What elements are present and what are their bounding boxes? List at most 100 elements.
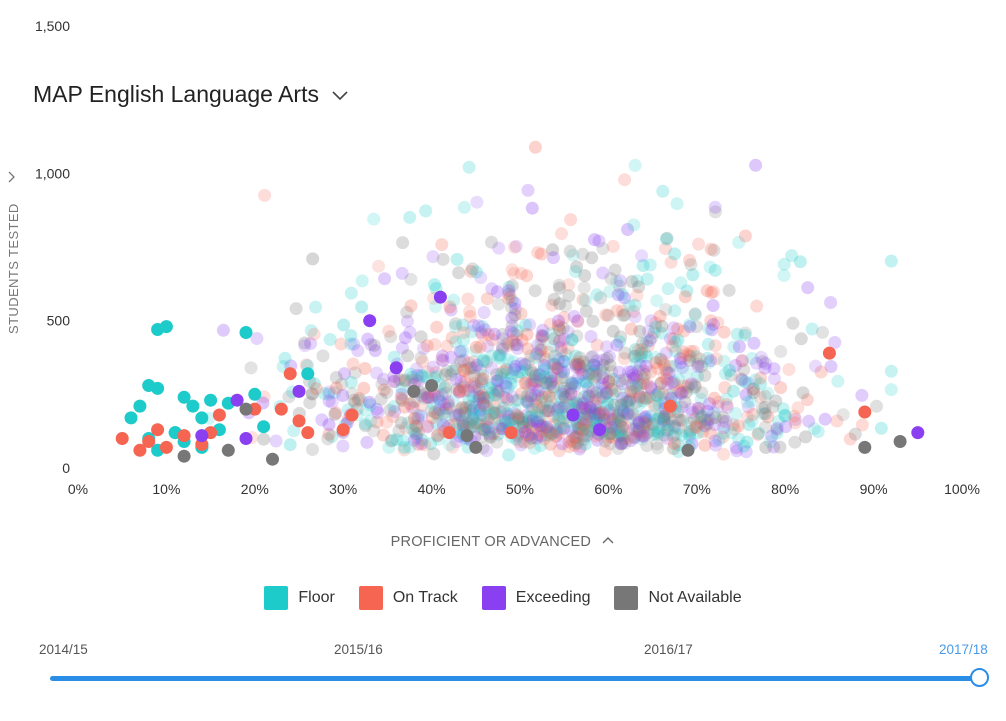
background-point (449, 435, 463, 449)
data-point-on-track[interactable] (345, 408, 359, 422)
slider-track[interactable] (50, 676, 980, 681)
legend-item-floor[interactable]: Floor (264, 586, 335, 610)
data-point-not-available[interactable] (681, 443, 695, 457)
background-point (457, 418, 471, 432)
legend-item-on-track[interactable]: On Track (358, 586, 458, 610)
data-point-exceeding[interactable] (566, 408, 580, 422)
data-point-exceeding[interactable] (195, 429, 209, 443)
data-point-on-track[interactable] (283, 367, 297, 381)
background-point (571, 314, 585, 328)
background-point (518, 358, 532, 372)
background-point (449, 317, 463, 331)
background-point (569, 357, 583, 371)
background-point (473, 390, 487, 404)
data-point-exceeding[interactable] (593, 423, 607, 437)
data-point-floor[interactable] (186, 399, 200, 413)
data-point-exceeding[interactable] (433, 290, 447, 304)
y-axis-chevron-icon[interactable] (8, 171, 15, 183)
background-point (576, 423, 590, 437)
data-point-floor[interactable] (177, 390, 191, 404)
data-point-not-available[interactable] (221, 443, 235, 457)
year-label-2016-17[interactable]: 2016/17 (644, 642, 693, 657)
year-label-2014-15[interactable]: 2014/15 (39, 642, 88, 657)
data-point-on-track[interactable] (274, 402, 288, 416)
data-point-on-track[interactable] (177, 429, 191, 443)
data-point-on-track[interactable] (151, 423, 165, 437)
data-point-not-available[interactable] (893, 435, 907, 448)
background-point (454, 355, 468, 368)
year-label-2017-18[interactable]: 2017/18 (939, 642, 988, 657)
data-point-floor[interactable] (195, 411, 209, 425)
legend-item-not-available[interactable]: Not Available (614, 586, 742, 610)
background-point (453, 385, 466, 399)
data-point-on-track[interactable] (442, 426, 456, 440)
background-point (614, 437, 628, 451)
background-point (531, 414, 545, 428)
background-point (325, 430, 339, 443)
background-point (551, 401, 565, 415)
background-point (577, 374, 591, 388)
data-point-on-track[interactable] (142, 435, 156, 448)
chevron-up-icon[interactable] (601, 535, 615, 545)
background-point (534, 410, 548, 423)
background-point (367, 338, 381, 352)
legend-item-exceeding[interactable]: Exceeding (481, 586, 590, 610)
metric-selector[interactable]: MAP English Language Arts (33, 81, 349, 108)
data-point-not-available[interactable] (425, 379, 439, 392)
background-point (539, 428, 553, 442)
background-point (704, 242, 718, 256)
data-point-not-available[interactable] (177, 449, 191, 463)
data-point-floor[interactable] (239, 326, 253, 339)
background-point (598, 434, 612, 448)
background-point (657, 410, 671, 424)
background-point (598, 380, 612, 394)
data-point-floor[interactable] (204, 393, 218, 407)
data-point-floor[interactable] (124, 411, 138, 425)
data-point-not-available[interactable] (460, 429, 474, 443)
background-point (524, 431, 538, 445)
background-point (618, 436, 632, 450)
data-point-not-available[interactable] (239, 402, 253, 416)
data-point-not-available[interactable] (858, 440, 872, 454)
data-point-on-track[interactable] (663, 399, 677, 413)
x-axis-label-group[interactable]: PROFICIENT OR ADVANCED (0, 534, 1006, 550)
data-point-not-available[interactable] (407, 384, 421, 398)
background-point (571, 429, 585, 443)
data-point-on-track[interactable] (159, 440, 173, 454)
data-point-not-available[interactable] (469, 440, 483, 454)
background-point (307, 377, 321, 391)
data-point-on-track[interactable] (858, 405, 872, 419)
data-point-on-track[interactable] (822, 346, 836, 360)
background-point (278, 351, 292, 365)
data-point-floor[interactable] (133, 399, 147, 413)
data-point-floor[interactable] (301, 367, 315, 381)
data-point-exceeding[interactable] (230, 393, 244, 407)
data-point-exceeding[interactable] (911, 426, 925, 440)
data-point-not-available[interactable] (266, 452, 279, 466)
y-axis-label-group[interactable]: STUDENTS TESTED (6, 171, 21, 334)
background-point (511, 410, 525, 424)
data-point-on-track[interactable] (504, 426, 518, 440)
data-point-floor[interactable] (159, 320, 173, 334)
data-point-exceeding[interactable] (292, 384, 306, 398)
data-point-on-track[interactable] (301, 426, 315, 440)
data-point-exceeding[interactable] (239, 432, 253, 445)
year-label-2015-16[interactable]: 2015/16 (334, 642, 383, 657)
data-point-floor[interactable] (151, 381, 165, 395)
chevron-down-icon[interactable] (331, 86, 349, 104)
slider-thumb[interactable] (970, 668, 989, 687)
data-point-on-track[interactable] (336, 423, 350, 437)
data-point-on-track[interactable] (292, 414, 306, 428)
data-point-on-track[interactable] (133, 443, 147, 457)
legend-label-floor: Floor (298, 589, 335, 606)
data-point-floor[interactable] (257, 420, 271, 434)
y-axis-label[interactable]: STUDENTS TESTED (6, 203, 21, 334)
data-point-exceeding[interactable] (389, 361, 403, 375)
background-point (626, 385, 640, 399)
x-axis-label[interactable]: PROFICIENT OR ADVANCED (390, 534, 592, 550)
data-point-floor[interactable] (248, 387, 262, 401)
data-point-on-track[interactable] (212, 408, 226, 422)
data-point-on-track[interactable] (115, 432, 129, 445)
background-point (659, 416, 673, 430)
data-point-exceeding[interactable] (363, 314, 377, 328)
